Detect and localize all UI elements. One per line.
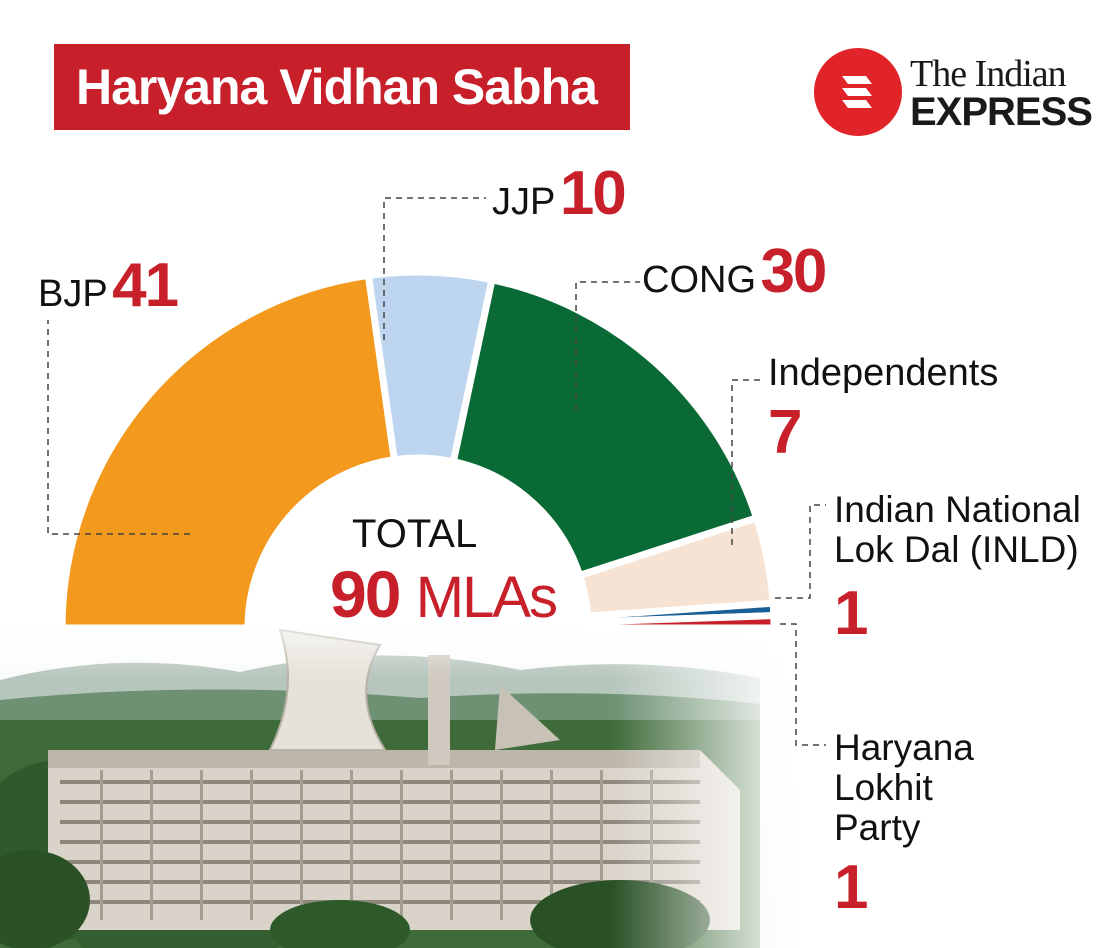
total-mlas: 90 MLAs	[330, 556, 558, 632]
leader-line-hlp	[780, 623, 826, 746]
party-name-hlp: Haryana Lokhit Party	[834, 727, 974, 848]
leader-line-independents	[731, 379, 765, 545]
leader-line-jjp	[383, 197, 486, 340]
indian-express-logo: The Indian EXPRESS	[812, 46, 1093, 142]
party-name-jjp: JJP	[492, 181, 556, 223]
label-cong: CONG 30	[642, 236, 827, 307]
slice-cong	[449, 276, 761, 579]
party-name-cong: CONG	[642, 259, 756, 301]
seat-count-bjp: 41	[112, 251, 179, 320]
label-jjp: JJP 10	[492, 158, 627, 229]
assembly-building-photo	[0, 600, 1112, 948]
seat-count-independents: 7	[768, 398, 802, 467]
label-hlp: Haryana Lokhit Party 1	[834, 727, 1024, 922]
chart-title: Haryana Vidhan Sabha	[54, 44, 630, 130]
label-independents: Independents 7	[768, 352, 998, 468]
seat-count-hlp: 1	[834, 853, 868, 922]
slice-hlp	[584, 612, 778, 632]
party-name-inld: Indian National Lok Dal (INLD)	[834, 489, 1081, 570]
logo-text-the-indian: The Indian	[910, 53, 1067, 95]
label-bjp: BJP 41	[38, 250, 179, 321]
leader-line-inld	[775, 504, 826, 599]
seat-count-cong: 30	[760, 237, 827, 306]
leader-line-cong	[575, 281, 640, 410]
express-emblem-icon	[814, 48, 902, 136]
leader-line-bjp	[47, 320, 190, 535]
slice-bjp	[58, 271, 398, 632]
seat-count-inld: 1	[834, 579, 868, 648]
total-label: TOTAL	[352, 512, 478, 556]
seat-count-jjp: 10	[559, 159, 627, 228]
logo-text-express: EXPRESS	[910, 90, 1093, 134]
party-name-bjp: BJP	[38, 273, 108, 315]
total-unit: MLAs	[415, 565, 558, 630]
label-inld: Indian National Lok Dal (INLD) 1	[834, 489, 1094, 648]
chart-title-text: Haryana Vidhan Sabha	[76, 59, 598, 115]
total-value: 90	[330, 557, 401, 631]
party-name-independents: Independents	[768, 352, 999, 394]
